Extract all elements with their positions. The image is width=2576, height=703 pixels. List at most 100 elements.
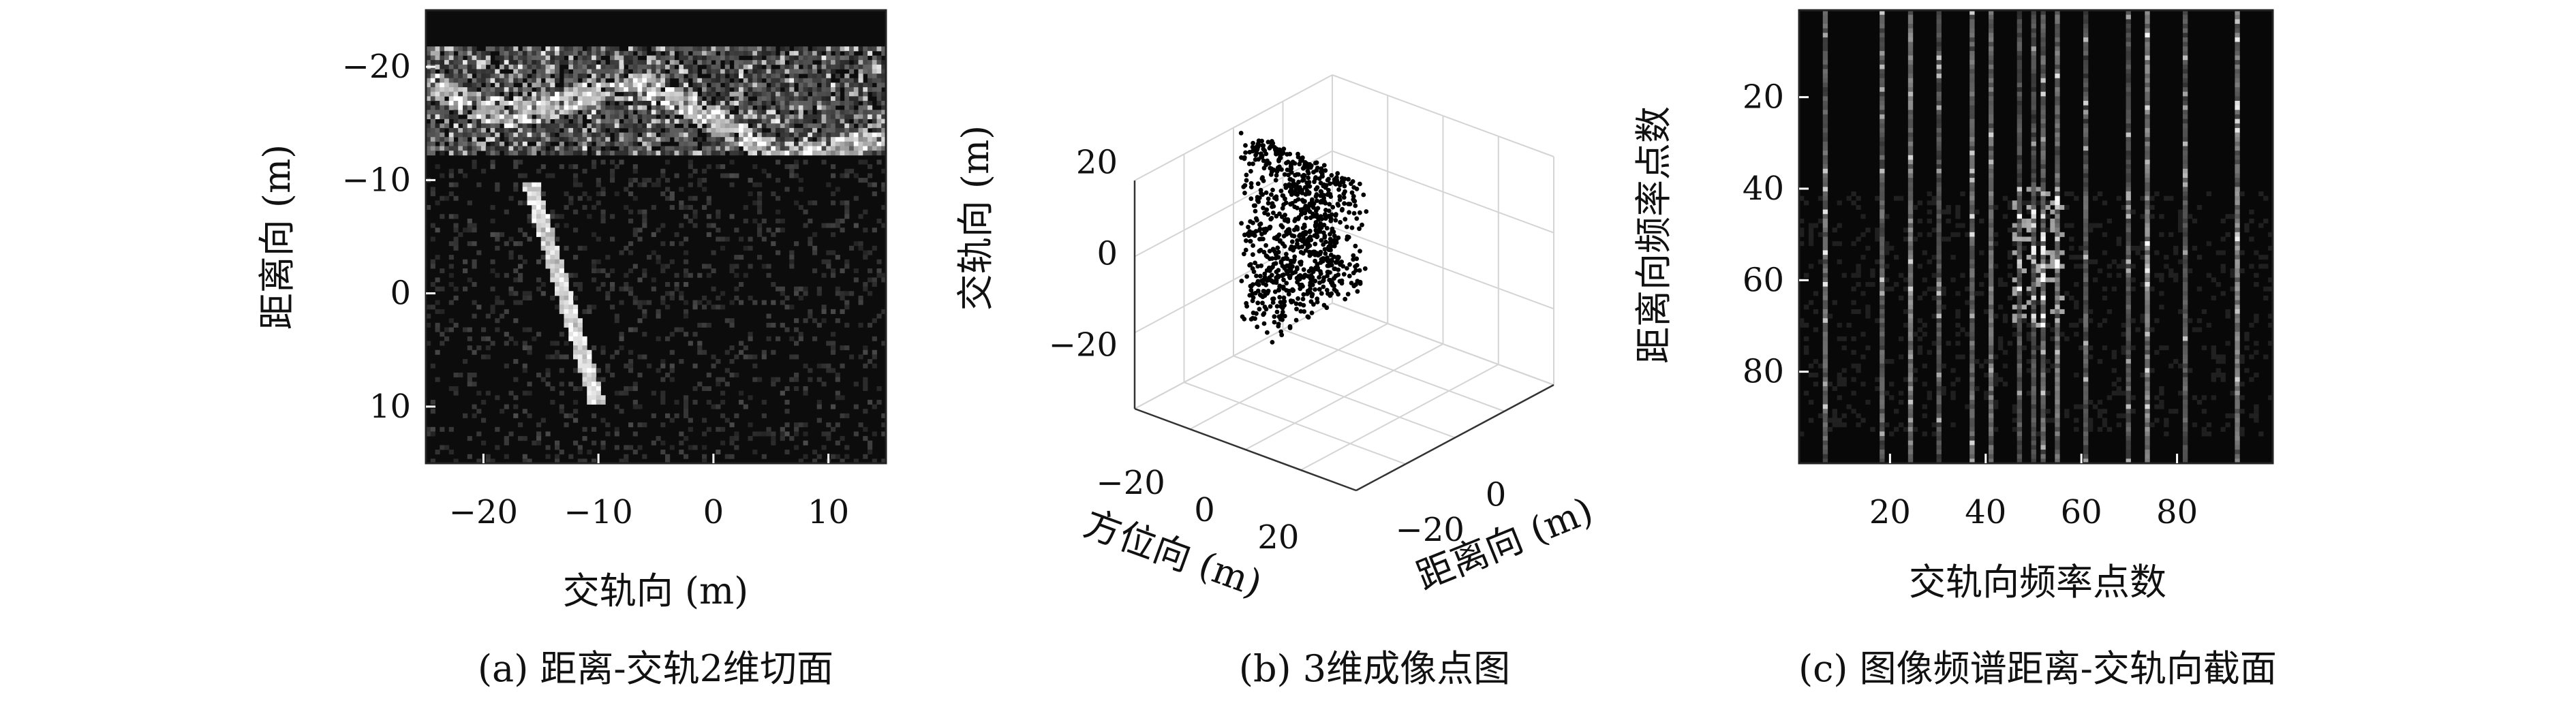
panel-a-cell (568, 50, 574, 56)
panel-a-cell (734, 413, 739, 418)
panel-c-cell (1822, 426, 1828, 432)
panel-a-cell (426, 60, 431, 65)
panel-b-point (1286, 292, 1291, 297)
panel-a-cell (476, 409, 482, 414)
panel-a-cell (592, 395, 597, 401)
panel-a-cell (665, 78, 671, 83)
panel-a-cell (656, 119, 661, 124)
panel-c-cell (1875, 259, 1880, 264)
panel-a-cell (821, 105, 827, 110)
panel-a-cell (527, 132, 532, 138)
panel-a-cell (853, 96, 859, 101)
panel-a-cell (536, 50, 542, 56)
panel-a-cell (720, 69, 726, 74)
panel-a-cell (780, 228, 785, 233)
panel-a-cell (706, 223, 711, 228)
panel-a-cell (706, 87, 711, 93)
panel-a-cell (702, 178, 707, 183)
panel-c-cell (1822, 196, 1828, 201)
panel-a-cell (628, 119, 634, 124)
panel-a-cell (692, 132, 698, 138)
panel-a-cell (555, 259, 560, 264)
panel-a-cell (458, 146, 463, 151)
panel-a-cell (716, 141, 721, 146)
panel-a-cell (467, 200, 472, 206)
panel-a-cell (577, 91, 583, 97)
panel-a-cell (555, 341, 560, 346)
panel-a-cell (430, 60, 435, 65)
panel-c-cell (1907, 42, 1914, 47)
panel-a-cell (803, 78, 808, 83)
panel-a-cell (536, 64, 542, 69)
panel-b-point (1275, 245, 1281, 251)
panel-a-cell (614, 141, 619, 146)
panel-b-point (1329, 262, 1334, 268)
panel-a-cell (495, 105, 500, 110)
panel-a-cell (684, 78, 689, 83)
panel-c-cell (1969, 74, 1975, 79)
panel-a-cell (716, 114, 721, 119)
panel-a-cell (559, 119, 564, 124)
panel-a-cell (440, 96, 445, 101)
panel-a-cell (816, 110, 822, 115)
panel-a-cell (776, 87, 781, 93)
panel-a-cell (881, 123, 887, 129)
panel-b-point (1254, 281, 1259, 286)
panel-b-point (1269, 272, 1274, 278)
panel-a-cell (605, 137, 611, 142)
panel-a-cell (559, 404, 564, 409)
panel-a-cell (532, 50, 537, 56)
panel-a-cell (674, 46, 679, 52)
panel-a-cell (467, 223, 472, 228)
panel-a-cell (692, 55, 698, 61)
panel-c-cell (1936, 200, 1942, 206)
panel-a-cell (624, 50, 629, 56)
panel-a-cell (872, 141, 877, 146)
panel-a-cell (816, 377, 822, 382)
panel-a-cell (729, 300, 735, 305)
panel-a-cell (656, 336, 661, 341)
panel-a-cell (500, 101, 505, 106)
panel-a-cell (448, 255, 454, 260)
panel-a-cell (679, 127, 684, 133)
panel-a-cell (559, 164, 564, 170)
panel-a-cell (656, 313, 661, 319)
panel-a-cell (752, 137, 758, 142)
panel-a-cell (490, 110, 495, 115)
panel-a-cell (435, 114, 440, 119)
panel-a-cell (729, 46, 735, 52)
panel-b-point (1353, 282, 1358, 287)
panel-c-cell (1880, 164, 1885, 170)
panel-a-cell (660, 395, 666, 401)
panel-b-point (1294, 172, 1300, 177)
panel-a-cell (692, 209, 698, 215)
panel-c-cell (1969, 19, 1975, 25)
panel-a-cell (508, 291, 514, 296)
panel-a-cell (831, 332, 836, 337)
panel-a-cell (868, 450, 873, 455)
panel-a-cell (743, 101, 748, 106)
panel-a-cell (573, 272, 579, 278)
panel-a-cell (540, 209, 546, 215)
panel-a-cell (532, 146, 537, 151)
panel-a-cell (540, 255, 546, 260)
panel-b-point (1349, 225, 1355, 230)
panel-a-cell (656, 436, 661, 441)
panel-a-cell (766, 132, 771, 138)
panel-a-cell (840, 200, 845, 206)
panel-a-cell (481, 132, 487, 138)
panel-a-cell (757, 141, 763, 146)
panel-a-cell (587, 69, 592, 74)
panel-a-cell (881, 110, 887, 115)
panel-a-cell (872, 354, 877, 360)
panel-a-cell (426, 82, 431, 88)
panel-a-cell (518, 50, 523, 56)
panel-a-cell (513, 277, 519, 283)
panel-a-cell (858, 110, 863, 115)
panel-b-point (1314, 214, 1319, 219)
panel-a-cell (532, 191, 537, 197)
panel-a-cell (692, 223, 698, 228)
panel-b-point (1300, 210, 1305, 215)
panel-c-cell (1851, 241, 1856, 247)
panel-c-cell (1880, 445, 1885, 450)
